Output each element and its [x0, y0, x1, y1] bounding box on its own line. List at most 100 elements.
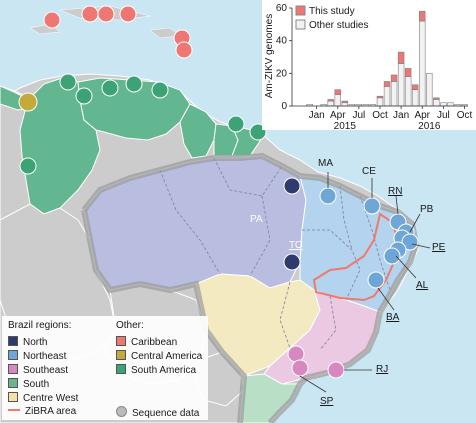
x-tick-label: Apr: [330, 110, 346, 121]
sequence-dot: [125, 75, 143, 93]
central-america-dot: [18, 92, 38, 112]
legend-other-studies: Other studies: [309, 20, 368, 31]
chart-ylabel: Am-ZIKV genomes: [264, 14, 275, 98]
sequence-dot: [175, 41, 193, 59]
south-america-dots: [19, 73, 267, 175]
map-legend: Brazil regions: Other: North Northeast S…: [2, 316, 208, 420]
legend-item-zibra: ZiBRA area: [8, 406, 76, 418]
chart-legend: This study Other studies: [295, 5, 368, 31]
label-sp: SP: [320, 396, 334, 407]
year-label: 2016: [418, 121, 441, 130]
northeast-dots: [319, 187, 419, 289]
label-pb: PB: [420, 204, 434, 215]
legend-item-south-america: South America: [116, 364, 196, 376]
label-leaders: [299, 172, 431, 393]
bar-other-studies: [397, 63, 405, 107]
legend-item-south: South: [8, 378, 49, 390]
legend-swatch-this-study: [295, 5, 306, 16]
legend-item-central-america: Central America: [116, 350, 202, 362]
sequence-dot: [401, 233, 419, 251]
label-ba: BA: [386, 312, 400, 323]
bar-this-study: [383, 81, 391, 87]
sequence-dot: [75, 87, 93, 105]
bar-other-studies: [447, 102, 454, 107]
label-pe: PE: [432, 242, 446, 253]
chart-yticks: 0 20 40 60: [276, 3, 292, 112]
sequence-dot: [283, 177, 301, 195]
bar-this-study: [411, 84, 419, 90]
sequence-dot: [363, 197, 381, 215]
bar-other-studies: [440, 102, 447, 107]
guyana-region: [179, 103, 217, 159]
x-tick-label: Oct: [372, 110, 388, 121]
x-tick-label: Jan: [309, 110, 325, 121]
bar-this-study: [433, 97, 440, 100]
bar-this-study: [397, 51, 405, 64]
y-tick-label: 40: [276, 36, 288, 47]
label-to: TO: [289, 240, 303, 251]
sequence-dot: [383, 247, 401, 265]
x-tick-label: Jul: [352, 110, 365, 121]
bar-this-study: [404, 68, 412, 77]
label-al: AL: [416, 280, 429, 291]
legend-item-southeast: Southeast: [8, 364, 68, 376]
x-tick-label: Oct: [457, 110, 473, 121]
brazil-border-west: [81, 209, 248, 423]
label-ce: CE: [362, 166, 376, 177]
sequence-dot: [81, 5, 99, 23]
bar-this-study: [327, 99, 334, 102]
y-tick-label: 0: [281, 101, 287, 112]
bar-other-studies: [383, 86, 391, 107]
sequence-dot: [287, 345, 305, 363]
legend-item-north: North: [8, 336, 47, 348]
bar-this-study: [376, 95, 384, 99]
sequence-dot: [101, 79, 119, 97]
legend-item-sequence: Sequence data: [116, 406, 199, 419]
sequence-dot: [327, 361, 345, 379]
north-dots: [283, 177, 301, 271]
bar-other-studies: [426, 73, 433, 107]
caribbean-dots: [43, 5, 193, 59]
sequence-dot: [43, 11, 61, 29]
x-tick-label: Jan: [393, 110, 409, 121]
chart: 0 20 40 60 Jan Apr Jul Oct Jan Apr Jul Oct 2015 2016…: [264, 3, 473, 130]
state-borders: [159, 157, 391, 351]
legend-item-centre-west: Centre West: [8, 392, 78, 404]
sequence-dot: [59, 73, 77, 91]
legend-other-title: Other:: [116, 320, 144, 331]
label-ma: MA: [318, 158, 333, 169]
legend-item-northeast: Northeast: [8, 350, 66, 362]
sequence-dot: [97, 5, 115, 23]
sequence-dot: [291, 359, 309, 377]
x-tick-label: Apr: [414, 110, 430, 121]
x-tick-label: Jul: [437, 110, 450, 121]
legend-brazil-title: Brazil regions:: [8, 320, 72, 331]
sequence-dot: [19, 157, 37, 175]
sequence-dot: [283, 253, 301, 271]
bar-other-studies: [411, 89, 419, 107]
year-label: 2015: [334, 121, 357, 130]
bar-other-studies: [376, 97, 384, 107]
sequence-dot: [119, 5, 137, 23]
y-tick-label: 60: [276, 3, 288, 14]
bar-this-study: [341, 100, 349, 104]
legend-item-caribbean: Caribbean: [116, 336, 177, 348]
bar-other-studies: [341, 102, 349, 107]
sequence-dot: [151, 81, 169, 99]
legend-swatch-other-studies: [295, 19, 306, 30]
y-tick-label: 20: [276, 68, 288, 79]
bar-other-studies: [404, 76, 412, 107]
sequence-dot: [319, 187, 337, 205]
sequence-dot: [367, 271, 385, 289]
label-rn: RN: [388, 186, 402, 197]
sequence-dot: [227, 115, 245, 133]
chart-bars: [306, 10, 468, 107]
bar-other-studies: [334, 94, 341, 107]
bar-other-studies: [390, 81, 398, 107]
legend-this-study: This study: [309, 6, 355, 17]
chart-xticks: Jan Apr Jul Oct Jan Apr Jul Oct 2015 2016: [309, 106, 473, 130]
chart-panel: 0 20 40 60 Jan Apr Jul Oct Jan Apr Jul Oct 2015 2016…: [262, 0, 476, 130]
bar-this-study: [334, 89, 341, 95]
label-pa: PA: [250, 214, 263, 225]
